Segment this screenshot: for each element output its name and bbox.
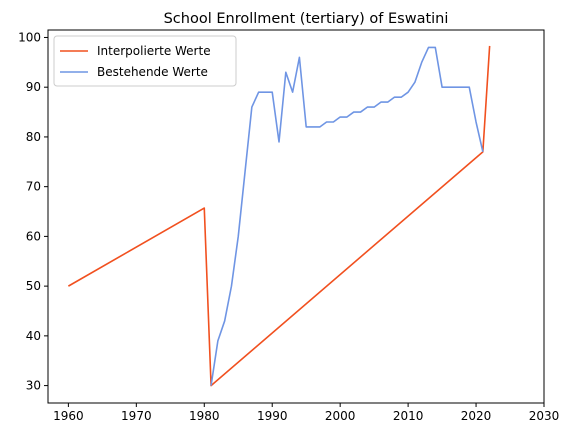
y-tick-label: 40 — [26, 329, 41, 343]
legend-label: Interpolierte Werte — [97, 44, 211, 58]
chart-title: School Enrollment (tertiary) of Eswatini — [164, 11, 449, 27]
x-tick-label: 2020 — [461, 409, 492, 423]
x-tick-label: 1960 — [53, 409, 84, 423]
series-line-interpolated — [67, 45, 491, 387]
plot-frame — [47, 29, 545, 404]
legend-box — [53, 35, 237, 87]
x-tick-label: 1980 — [189, 409, 220, 423]
y-tick-label: 70 — [26, 180, 41, 194]
y-tick-label: 60 — [26, 229, 41, 243]
x-tick-label: 2030 — [529, 409, 560, 423]
series-line-existing — [210, 46, 484, 386]
y-tick-label: 80 — [26, 130, 41, 144]
x-tick-label: 2000 — [325, 409, 356, 423]
y-tick-label: 50 — [26, 279, 41, 293]
y-tick-label: 90 — [26, 80, 41, 94]
y-tick-label: 30 — [26, 379, 41, 393]
x-tick-label: 1970 — [121, 409, 152, 423]
y-tick-label: 100 — [18, 30, 41, 44]
x-tick-label: 1990 — [257, 409, 288, 423]
x-tick-label: 2010 — [393, 409, 424, 423]
legend-label: Bestehende Werte — [97, 65, 208, 79]
